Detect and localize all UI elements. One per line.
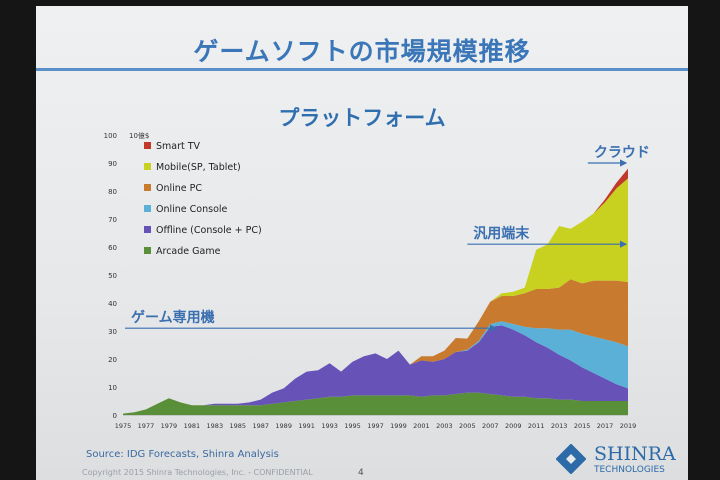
x-tick-label: 2001: [413, 422, 430, 430]
y-tick-label: 100: [104, 132, 117, 140]
x-tick-label: 1993: [321, 422, 338, 430]
series-area-online-pc: [123, 279, 628, 414]
x-tick-label: 1989: [275, 422, 292, 430]
x-tick-label: 1981: [184, 422, 201, 430]
series-area-arcade-game: [123, 392, 628, 415]
x-tick-label: 1997: [367, 422, 384, 430]
y-tick-label: 70: [108, 216, 117, 224]
legend-label: Online Console: [156, 204, 228, 215]
x-tick-label: 2009: [505, 422, 522, 430]
logo-subtitle: TECHNOLOGIES: [594, 465, 665, 475]
logo-name: SHINRA: [594, 443, 676, 465]
legend-swatch: [144, 184, 151, 191]
x-tick-label: 2017: [597, 422, 614, 430]
legend-label: Arcade Game: [156, 246, 221, 257]
y-unit-label: 10億$: [129, 131, 149, 140]
source-text: Source: IDG Forecasts, Shinra Analysis: [86, 449, 279, 460]
x-tick-label: 1979: [161, 422, 178, 430]
y-tick-label: 30: [108, 328, 117, 336]
slide-title: ゲームソフトの市場規模推移: [193, 37, 531, 66]
x-tick-label: 2015: [574, 422, 591, 430]
y-tick-label: 90: [108, 160, 117, 168]
y-tick-label: 80: [108, 188, 117, 196]
annotation-label: クラウド: [594, 145, 650, 161]
x-tick-label: 1985: [229, 422, 246, 430]
annotation-label: ゲーム専用機: [131, 309, 215, 326]
x-tick-label: 2011: [528, 422, 545, 430]
x-tick-label: 2003: [436, 422, 453, 430]
copyright-text: Copyright 2015 Shinra Technologies, Inc.…: [82, 468, 313, 477]
x-tick-label: 1999: [390, 422, 407, 430]
legend-swatch: [144, 247, 151, 254]
legend-label: Offline (Console + PC): [156, 225, 262, 236]
y-tick-label: 0: [113, 412, 117, 420]
annotation-label: 汎用端末: [473, 225, 530, 242]
series-area-offline-console-pc: [123, 325, 628, 414]
x-tick-label: 1987: [252, 422, 269, 430]
y-tick-label: 50: [108, 272, 117, 280]
slide: ゲームソフトの市場規模推移 プラットフォーム 0 10 20 30 40 50 60 70 80…: [36, 6, 688, 480]
x-tick-label: 1991: [298, 422, 315, 430]
x-tick-label: 1977: [138, 422, 155, 430]
y-tick-label: 10: [108, 384, 117, 392]
x-tick-label: 2019: [620, 422, 637, 430]
company-logo: SHINRA TECHNOLOGIES: [554, 440, 688, 480]
x-tick-label: 1975: [115, 422, 132, 430]
slide-subtitle: プラットフォーム: [278, 106, 446, 130]
y-tick-label: 20: [108, 356, 117, 364]
legend-swatch: [144, 163, 151, 170]
title-divider: [36, 68, 688, 71]
x-tick-label: 2013: [551, 422, 568, 430]
page-number: 4: [358, 468, 364, 478]
market-size-chart: 0 10 20 30 40 50 60 70 80 90 100 10億$ 1975 1977 1979 19…: [104, 131, 650, 430]
legend-swatch: [144, 142, 151, 149]
legend-label: Mobile(SP, Tablet): [156, 162, 241, 173]
legend-swatch: [144, 205, 151, 212]
x-tick-label: 2007: [482, 422, 499, 430]
logo-mark-icon: [556, 444, 586, 474]
legend-label: Smart TV: [156, 141, 201, 152]
y-tick-label: 40: [108, 300, 117, 308]
legend-swatch: [144, 226, 151, 233]
x-tick-label: 2005: [459, 422, 476, 430]
x-tick-label: 1983: [207, 422, 224, 430]
y-tick-label: 60: [108, 244, 117, 252]
x-tick-label: 1995: [344, 422, 361, 430]
legend-label: Online PC: [156, 183, 202, 194]
